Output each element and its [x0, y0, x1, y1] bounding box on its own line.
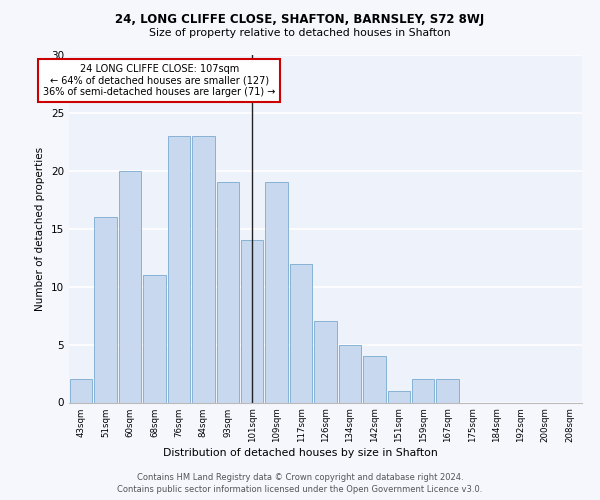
Bar: [436, 380, 459, 402]
Bar: [265, 182, 288, 402]
Bar: [119, 171, 142, 402]
Text: Size of property relative to detached houses in Shafton: Size of property relative to detached ho…: [149, 28, 451, 38]
Bar: [192, 136, 215, 402]
Bar: [338, 344, 361, 403]
Bar: [241, 240, 263, 402]
Text: 24 LONG CLIFFE CLOSE: 107sqm
← 64% of detached houses are smaller (127)
36% of s: 24 LONG CLIFFE CLOSE: 107sqm ← 64% of de…: [43, 64, 275, 98]
Bar: [290, 264, 313, 402]
Text: Distribution of detached houses by size in Shafton: Distribution of detached houses by size …: [163, 448, 437, 458]
Bar: [217, 182, 239, 402]
Y-axis label: Number of detached properties: Number of detached properties: [35, 146, 46, 311]
Text: Contains public sector information licensed under the Open Government Licence v3: Contains public sector information licen…: [118, 485, 482, 494]
Text: 24, LONG CLIFFE CLOSE, SHAFTON, BARNSLEY, S72 8WJ: 24, LONG CLIFFE CLOSE, SHAFTON, BARNSLEY…: [115, 12, 485, 26]
Bar: [412, 380, 434, 402]
Bar: [363, 356, 386, 403]
Bar: [314, 322, 337, 402]
Bar: [167, 136, 190, 402]
Bar: [94, 217, 117, 402]
Bar: [70, 380, 92, 402]
Text: Contains HM Land Registry data © Crown copyright and database right 2024.: Contains HM Land Registry data © Crown c…: [137, 472, 463, 482]
Bar: [388, 391, 410, 402]
Bar: [143, 275, 166, 402]
